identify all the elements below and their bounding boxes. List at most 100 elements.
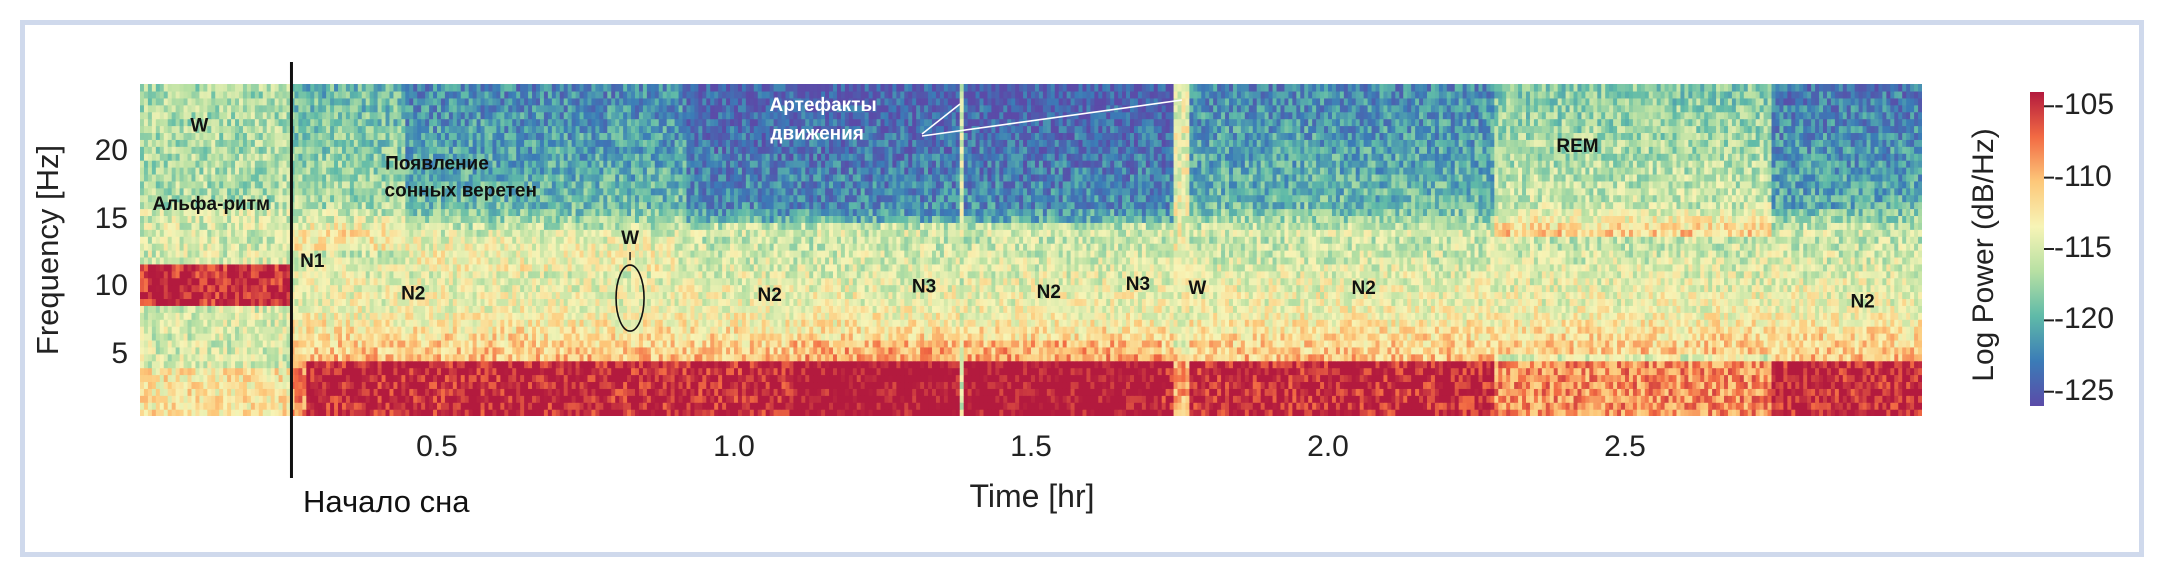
spectrogram-cell xyxy=(1165,353,1171,362)
spectrogram-cell xyxy=(338,353,343,362)
spectrogram-cell xyxy=(1708,367,1713,376)
spectrogram-cell xyxy=(1058,395,1064,403)
spectrogram-cell xyxy=(1569,381,1575,389)
spectrogram-cell xyxy=(924,367,929,376)
spectrogram-cell xyxy=(1589,388,1594,396)
spectrogram-cell xyxy=(1621,367,1626,376)
spectrogram-cell xyxy=(1902,402,1907,410)
spectrogram-cell xyxy=(1850,367,1856,376)
spectrogram-cell xyxy=(1054,402,1060,410)
spectrogram-cell xyxy=(1395,339,1400,348)
spectrogram-cell xyxy=(1720,346,1725,355)
spectrogram-cell xyxy=(203,381,208,389)
spectrogram-cell xyxy=(397,388,402,396)
spectrogram-cell xyxy=(551,367,557,376)
spectrogram-cell xyxy=(393,346,398,355)
spectrogram-cell xyxy=(749,346,755,355)
spectrogram-cell xyxy=(1363,374,1369,383)
spectrogram-cell xyxy=(433,409,438,416)
spectrogram-cell xyxy=(1823,374,1828,383)
spectrogram-cell xyxy=(924,346,929,355)
spectrogram-cell xyxy=(543,353,549,362)
spectrogram-cell xyxy=(892,388,897,396)
spectrogram-cell xyxy=(203,395,208,403)
spectrogram-cell xyxy=(1181,360,1187,369)
spectrogram-cell xyxy=(1003,353,1008,362)
spectrogram-cell xyxy=(456,353,462,362)
spectrogram-cell xyxy=(623,395,628,403)
spectrogram-cell xyxy=(900,374,905,383)
spectrogram-cell xyxy=(444,339,450,348)
spectrogram-cell xyxy=(1882,360,1887,369)
spectrogram-cell xyxy=(615,360,620,369)
spectrogram-cell xyxy=(1514,409,1519,416)
spectrogram-cell xyxy=(809,360,814,369)
spectrogram-cell xyxy=(464,374,470,383)
spectrogram-cell xyxy=(785,402,791,410)
spectrogram-cell xyxy=(1783,346,1788,355)
spectrogram-cell xyxy=(741,402,747,410)
spectrogram-cell xyxy=(1070,339,1076,348)
spectrogram-cell xyxy=(785,409,791,416)
spectrogram-cell xyxy=(444,367,450,376)
spectrogram-cell xyxy=(670,367,676,376)
spectrogram-cell xyxy=(516,346,521,355)
spectrogram-cell xyxy=(1541,339,1547,348)
spectrogram-cell xyxy=(1189,402,1194,410)
spectrogram-cell xyxy=(167,395,173,403)
spectrogram-cell xyxy=(595,381,600,389)
spectrogram-cell xyxy=(231,388,236,396)
spectrogram-cell xyxy=(159,360,165,369)
spectrogram-cell xyxy=(1763,374,1769,383)
spectrogram-cell xyxy=(559,339,565,348)
spectrogram-cell xyxy=(817,360,822,369)
spectrogram-cell xyxy=(1680,409,1685,416)
spectrogram-cell xyxy=(1248,409,1254,416)
spectrogram-cell xyxy=(1803,395,1808,403)
spectrogram-cell xyxy=(215,367,220,376)
spectrogram-cell xyxy=(611,367,616,376)
spectrogram-cell xyxy=(199,346,204,355)
spectrogram-cell xyxy=(1240,388,1246,396)
spectrogram-cell xyxy=(1407,402,1412,410)
spectrogram-cell xyxy=(1094,381,1099,389)
spectrogram-cell xyxy=(143,374,149,383)
spectrogram-cell xyxy=(1850,381,1856,389)
spectrogram-cell xyxy=(860,353,866,362)
spectrogram-cell xyxy=(1347,409,1353,416)
spectrogram-cell xyxy=(1787,409,1792,416)
spectrogram-cell xyxy=(864,374,870,383)
spectrogram-cell xyxy=(1153,353,1159,362)
spectrogram-cell xyxy=(1716,339,1721,348)
spectrogram-cell xyxy=(674,395,680,403)
spectrogram-cell xyxy=(1375,353,1381,362)
spectrogram-cell xyxy=(1644,367,1650,376)
spectrogram-cell xyxy=(345,339,351,348)
spectrogram-cell xyxy=(1007,374,1012,383)
spectrogram-cell xyxy=(322,402,327,410)
spectrogram-cell xyxy=(1498,381,1503,389)
spectrogram-cell xyxy=(666,402,672,410)
spectrogram-cell xyxy=(1672,374,1678,383)
spectrogram-cell xyxy=(516,360,521,369)
spectrogram-cell xyxy=(682,339,688,348)
spectrogram-cell xyxy=(567,353,573,362)
spectrogram-cell xyxy=(1102,381,1107,389)
spectrogram-cell xyxy=(504,409,509,416)
spectrogram-cell xyxy=(1644,395,1650,403)
spectrogram-cell xyxy=(405,374,410,383)
spectrogram-cell xyxy=(1031,402,1036,410)
spectrogram-cell xyxy=(1391,381,1396,389)
spectrogram-cell xyxy=(302,409,307,416)
spectrogram-cell xyxy=(583,367,589,376)
spectrogram-cell xyxy=(1700,360,1705,369)
spectrogram-cell xyxy=(1767,388,1773,396)
spectrogram-cell xyxy=(1910,374,1915,383)
spectrogram-cell xyxy=(1597,388,1602,396)
spectrogram-cell xyxy=(587,360,593,369)
spectrogram-cell xyxy=(1264,381,1270,389)
spectrogram-cell xyxy=(183,346,189,355)
spectrogram-cell xyxy=(1874,402,1880,410)
spectrogram-cell xyxy=(258,402,264,410)
spectrogram-cell xyxy=(314,367,319,376)
